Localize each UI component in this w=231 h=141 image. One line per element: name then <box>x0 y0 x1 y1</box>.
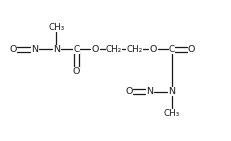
Text: N: N <box>146 87 152 96</box>
Text: N: N <box>31 45 38 54</box>
Text: C: C <box>73 45 79 54</box>
Text: N: N <box>167 87 174 96</box>
Text: O: O <box>73 67 80 76</box>
Text: O: O <box>125 87 132 96</box>
Text: CH₂: CH₂ <box>105 45 121 54</box>
Text: O: O <box>9 45 16 54</box>
Text: O: O <box>149 45 156 54</box>
Text: O: O <box>187 45 194 54</box>
Text: C: C <box>168 45 174 54</box>
Text: O: O <box>91 45 98 54</box>
Text: CH₂: CH₂ <box>126 45 142 54</box>
Text: N: N <box>52 45 59 54</box>
Text: CH₃: CH₃ <box>48 23 64 32</box>
Text: CH₃: CH₃ <box>163 109 179 118</box>
